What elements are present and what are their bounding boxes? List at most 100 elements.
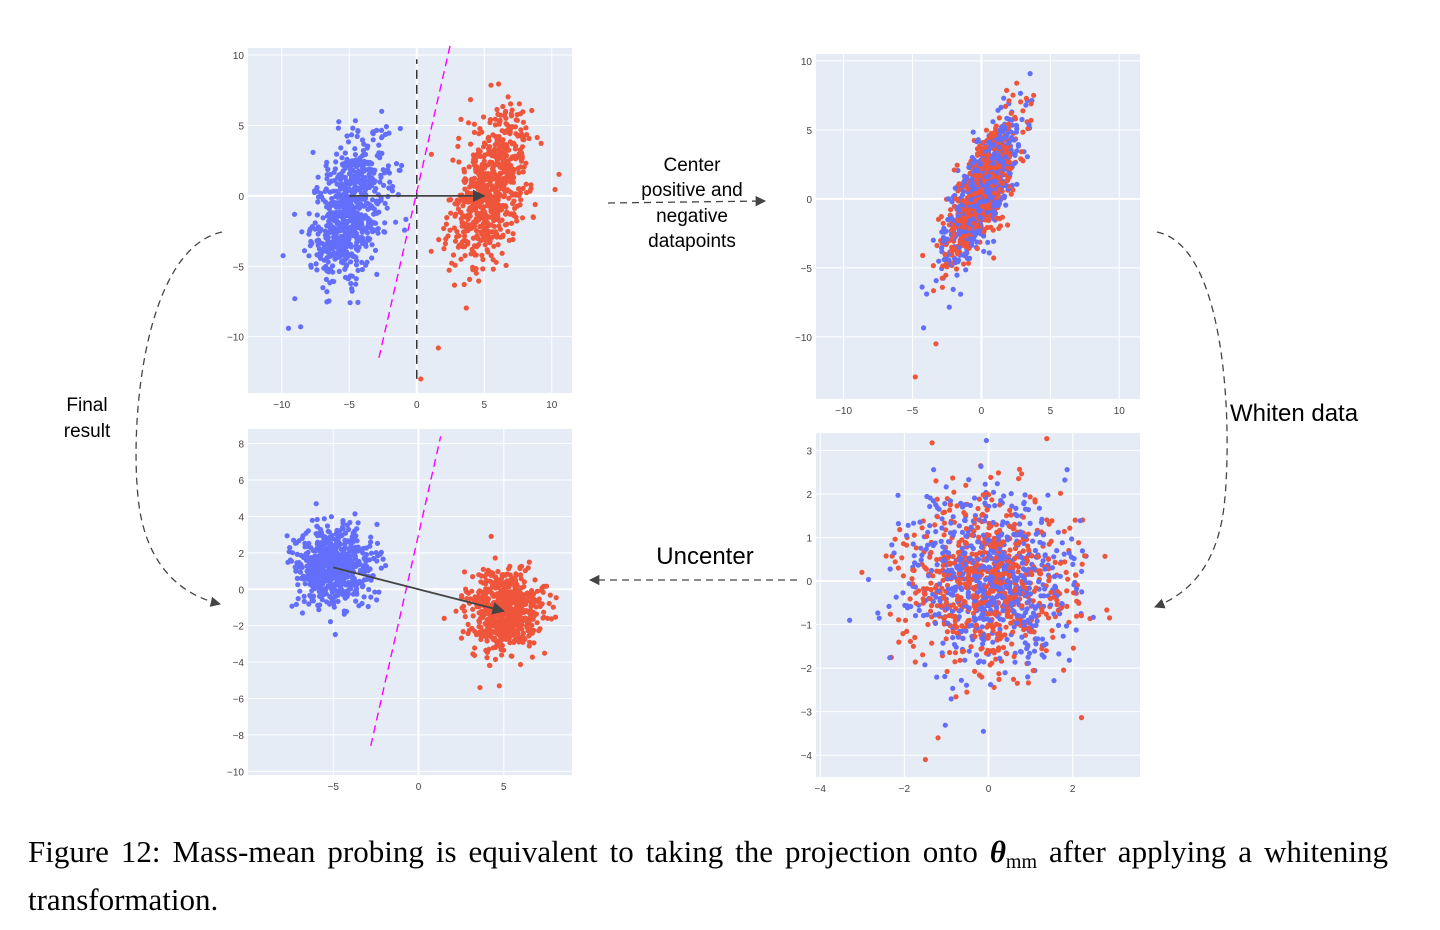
- positive-point: [957, 602, 962, 607]
- negative-point: [1005, 534, 1010, 539]
- negative-point: [366, 587, 371, 592]
- positive-point: [935, 603, 940, 608]
- positive-point: [1008, 621, 1013, 626]
- negative-point: [1021, 613, 1026, 618]
- negative-point: [963, 562, 968, 567]
- positive-point: [515, 133, 520, 138]
- negative-point: [1041, 558, 1046, 563]
- positive-point: [930, 440, 935, 445]
- positive-point: [972, 669, 977, 674]
- negative-point: [349, 132, 354, 137]
- positive-point: [996, 470, 1001, 475]
- positive-point: [444, 222, 449, 227]
- positive-point: [950, 614, 955, 619]
- y-tick-label: −3: [801, 708, 813, 719]
- positive-point: [503, 148, 508, 153]
- negative-point: [946, 587, 951, 592]
- positive-point: [922, 591, 927, 596]
- negative-point: [302, 248, 307, 253]
- positive-point: [1073, 573, 1078, 578]
- positive-point: [496, 81, 501, 86]
- negative-point: [307, 211, 312, 216]
- negative-point: [398, 126, 403, 131]
- positive-point: [487, 663, 492, 668]
- positive-point: [920, 652, 925, 657]
- negative-point: [1042, 566, 1047, 571]
- negative-point: [343, 234, 348, 239]
- positive-point: [499, 652, 504, 657]
- negative-point: [993, 584, 998, 589]
- y-tick-label: 10: [801, 57, 813, 68]
- positive-point: [992, 173, 997, 178]
- positive-point: [529, 108, 534, 113]
- positive-point: [474, 252, 479, 257]
- negative-point: [281, 253, 286, 258]
- positive-point: [1017, 467, 1022, 472]
- negative-point: [1002, 135, 1007, 140]
- negative-point: [387, 170, 392, 175]
- x-tick-label: −4: [815, 784, 827, 795]
- positive-point: [975, 594, 980, 599]
- positive-point: [1010, 630, 1015, 635]
- positive-point: [893, 537, 898, 542]
- negative-point: [1030, 603, 1035, 608]
- positive-point: [524, 182, 529, 187]
- negative-point: [990, 640, 995, 645]
- negative-point: [346, 276, 351, 281]
- negative-point: [981, 606, 986, 611]
- negative-point: [320, 285, 325, 290]
- positive-point: [500, 164, 505, 169]
- positive-point: [980, 600, 985, 605]
- positive-point: [912, 568, 917, 573]
- negative-point: [372, 207, 377, 212]
- negative-point: [961, 253, 966, 258]
- positive-point: [1048, 596, 1053, 601]
- negative-point: [1043, 641, 1048, 646]
- negative-point: [354, 157, 359, 162]
- positive-point: [963, 584, 968, 589]
- positive-point: [520, 109, 525, 114]
- positive-point: [930, 573, 935, 578]
- negative-point: [1043, 552, 1048, 557]
- positive-point: [494, 107, 499, 112]
- negative-point: [976, 557, 981, 562]
- negative-point: [967, 256, 972, 261]
- positive-point: [532, 577, 537, 582]
- negative-point: [328, 214, 333, 219]
- positive-point: [436, 237, 441, 242]
- positive-point: [1107, 615, 1112, 620]
- y-tick-label: −8: [233, 731, 245, 742]
- positive-point: [986, 152, 991, 157]
- positive-point: [996, 226, 1001, 231]
- negative-point: [967, 556, 972, 561]
- negative-point: [929, 568, 934, 573]
- negative-point: [363, 188, 368, 193]
- positive-point: [986, 525, 991, 530]
- negative-point: [1027, 620, 1032, 625]
- positive-point: [463, 614, 468, 619]
- negative-point: [1016, 613, 1021, 618]
- positive-point: [1016, 476, 1021, 481]
- negative-point: [1019, 635, 1024, 640]
- negative-point: [974, 139, 979, 144]
- positive-point: [1007, 547, 1012, 552]
- positive-point: [488, 117, 493, 122]
- positive-point: [975, 506, 980, 511]
- negative-point: [334, 210, 339, 215]
- negative-point: [366, 604, 371, 609]
- negative-point: [297, 538, 302, 543]
- positive-point: [952, 659, 957, 664]
- negative-point: [352, 146, 357, 151]
- positive-point: [516, 193, 521, 198]
- positive-point: [518, 164, 523, 169]
- negative-point: [991, 239, 996, 244]
- negative-point: [337, 269, 342, 274]
- negative-point: [1007, 586, 1012, 591]
- negative-point: [895, 493, 900, 498]
- negative-point: [349, 175, 354, 180]
- positive-point: [921, 601, 926, 606]
- negative-point: [1029, 615, 1034, 620]
- positive-point: [494, 234, 499, 239]
- positive-point: [478, 149, 483, 154]
- negative-point: [1000, 556, 1005, 561]
